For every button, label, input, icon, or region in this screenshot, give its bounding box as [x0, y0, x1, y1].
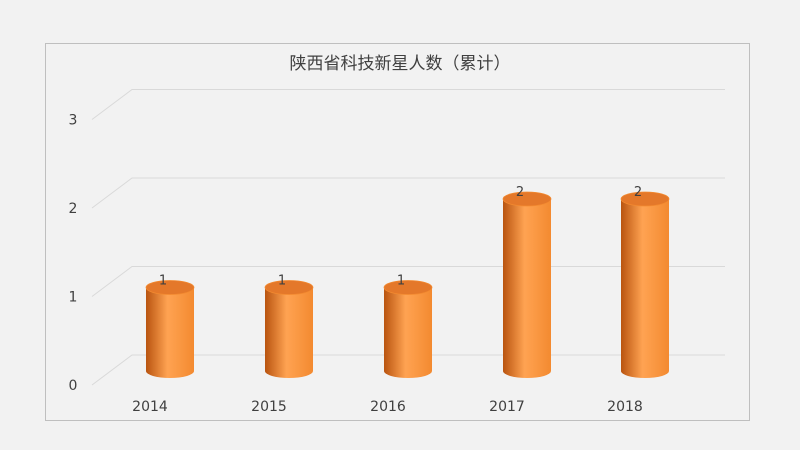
- y-tick-label: 3: [69, 113, 78, 129]
- data-label: 1: [159, 274, 167, 289]
- bar-2017: [502, 191, 552, 378]
- x-axis-ticks: 2014 2015 2016 2017 2018: [132, 399, 643, 415]
- bars: [145, 191, 670, 378]
- x-tick-label: 2016: [370, 399, 406, 415]
- data-labels: 1 1 1 2 2: [159, 185, 642, 289]
- data-label: 1: [278, 274, 286, 289]
- gridline: [91, 89, 725, 120]
- y-tick-label: 2: [69, 201, 78, 217]
- bar-2015: [264, 280, 314, 378]
- data-label: 2: [516, 185, 524, 200]
- bar-2018: [620, 191, 670, 378]
- data-label: 2: [634, 185, 642, 200]
- x-tick-label: 2015: [251, 399, 287, 415]
- y-tick-label: 0: [69, 378, 78, 394]
- bar-2014: [145, 280, 195, 378]
- y-tick-label: 1: [69, 290, 78, 306]
- bar-2016: [383, 280, 433, 378]
- y-axis-ticks: 0 1 2 3: [69, 113, 78, 395]
- x-tick-label: 2014: [132, 399, 168, 415]
- chart-title: 陕西省科技新星人数（累计）: [290, 54, 511, 74]
- x-tick-label: 2018: [607, 399, 643, 415]
- x-tick-label: 2017: [489, 399, 525, 415]
- gridline: [91, 177, 725, 209]
- data-label: 1: [397, 274, 405, 289]
